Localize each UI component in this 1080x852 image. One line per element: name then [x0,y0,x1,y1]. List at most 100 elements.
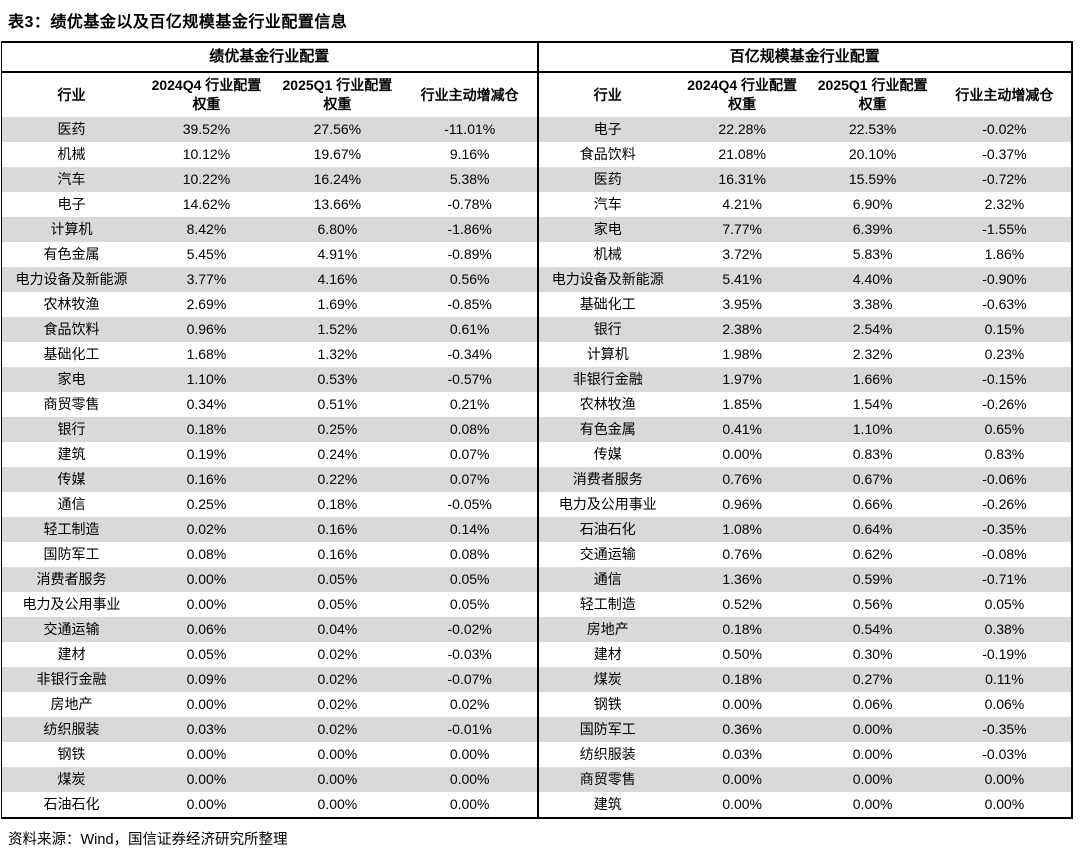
cell-2025q1-weight: 0.00% [852,746,893,762]
cell-2024q4-weight: 8.42% [186,221,227,237]
cell-2024q4-weight: 0.00% [186,571,227,587]
cell-2024q4-weight: 5.41% [722,271,763,287]
cell-2024q4-weight: 0.18% [722,671,763,687]
cell-2024q4-weight: 0.00% [186,796,227,812]
cell-2024q4-weight: 0.03% [186,721,227,737]
table-row: 机械 3.72% 5.83% 1.86% [539,242,1072,267]
cell-industry: 纺织服装 [43,721,100,737]
cell-2024q4-weight: 0.52% [722,596,763,612]
cell-active-change: -0.08% [982,546,1027,562]
cell-2024q4-weight: 0.08% [186,546,227,562]
table-row: 通信 0.25% 0.18% -0.05% [2,492,537,517]
cell-industry: 农林牧渔 [43,296,100,312]
cell-2024q4-weight: 22.28% [718,121,766,137]
table-row: 农林牧渔 1.85% 1.54% -0.26% [539,392,1072,417]
cell-2024q4-weight: 14.62% [182,196,231,212]
cell-active-change: 0.05% [449,571,490,587]
cell-industry: 国防军工 [579,721,636,737]
table-row: 基础化工 1.68% 1.32% -0.34% [2,342,537,367]
cell-2025q1-weight: 0.51% [317,396,358,412]
cell-2025q1-weight: 1.69% [317,296,358,312]
cell-active-change: -0.19% [982,646,1027,662]
cell-2025q1-weight: 0.24% [317,446,358,462]
cell-active-change: -0.26% [982,496,1027,512]
cell-2024q4-weight: 3.72% [722,246,763,262]
cell-2024q4-weight: 0.05% [186,646,227,662]
cell-active-change: 0.00% [449,771,490,787]
cell-2024q4-weight: 7.77% [722,221,763,237]
cell-industry: 传媒 [57,471,86,487]
column-header-industry: 行业 [57,86,86,103]
table-row: 石油石化 0.00% 0.00% 0.00% [2,792,537,817]
cell-industry: 建材 [593,646,622,662]
cell-active-change: 0.07% [449,471,490,487]
column-header-2025q1-weight: 2025Q1 行业配置 权重 [817,77,928,112]
cell-active-change: -1.86% [447,221,492,237]
cell-active-change: 0.00% [449,796,490,812]
cell-2024q4-weight: 0.00% [186,596,227,612]
cell-2025q1-weight: 4.16% [317,271,358,287]
cell-2024q4-weight: 0.02% [186,521,227,537]
table-row: 电子 14.62% 13.66% -0.78% [2,192,537,217]
cell-2024q4-weight: 39.52% [182,121,231,137]
cell-industry: 国防军工 [43,546,100,562]
cell-industry: 有色金属 [579,421,636,437]
cell-2024q4-weight: 0.00% [722,696,763,712]
cell-active-change: 0.06% [984,696,1025,712]
cell-active-change: -0.78% [447,196,492,212]
table-billion-scale-funds: 行业 2024Q4 行业配置 权重 2025Q1 行业配置 权重 行业主动增减仓 电子… [538,73,1072,817]
cell-2024q4-weight: 0.96% [186,321,227,337]
cell-industry: 机械 [57,146,86,162]
cell-2024q4-weight: 3.95% [722,296,763,312]
cell-active-change: -0.71% [982,571,1027,587]
cell-industry: 医药 [57,121,86,137]
column-header-row: 行业 2024Q4 行业配置 权重 2025Q1 行业配置 权重 行业主动增减仓 [2,73,537,117]
cell-active-change: 0.00% [449,746,490,762]
cell-2024q4-weight: 0.18% [186,421,227,437]
cell-active-change: 0.56% [449,271,490,287]
cell-active-change: -0.03% [982,746,1027,762]
cell-2024q4-weight: 0.00% [722,446,763,462]
column-header-2024q4-weight: 2024Q4 行业配置 权重 [687,77,798,112]
group-header-row: 绩优基金行业配置 百亿规模基金行业配置 [2,43,1071,73]
cell-2025q1-weight: 13.66% [313,196,362,212]
table-row: 纺织服装 0.03% 0.02% -0.01% [2,717,537,742]
cell-active-change: 0.08% [449,421,490,437]
cell-2025q1-weight: 0.62% [852,546,893,562]
cell-2025q1-weight: 20.10% [848,146,897,162]
cell-industry: 银行 [593,321,622,337]
cell-active-change: 2.32% [984,196,1025,212]
cell-active-change: -0.02% [447,621,492,637]
cell-active-change: 0.05% [449,596,490,612]
cell-2025q1-weight: 0.27% [852,671,893,687]
table-row: 纺织服装 0.03% 0.00% -0.03% [539,742,1072,767]
outperforming-funds-half: 行业 2024Q4 行业配置 权重 2025Q1 行业配置 权重 行业主动增减仓 医药… [2,73,537,817]
table-outperforming-funds: 行业 2024Q4 行业配置 权重 2025Q1 行业配置 权重 行业主动增减仓 医药… [2,73,537,817]
cell-2025q1-weight: 0.25% [317,421,358,437]
cell-active-change: -0.06% [982,471,1027,487]
group-header-outperforming-funds: 绩优基金行业配置 [209,48,330,65]
cell-active-change: 0.38% [984,621,1025,637]
cell-industry: 食品饮料 [579,146,636,162]
table-row: 家电 1.10% 0.53% -0.57% [2,367,537,392]
table-row: 通信 1.36% 0.59% -0.71% [538,567,1071,592]
cell-active-change: 0.08% [449,546,490,562]
cell-active-change: -0.05% [447,496,492,512]
cell-2025q1-weight: 0.83% [852,446,893,462]
table-row: 煤炭 0.18% 0.27% 0.11% [538,667,1071,692]
table-row: 基础化工 3.95% 3.38% -0.63% [539,292,1072,317]
cell-2024q4-weight: 0.09% [186,671,227,687]
cell-active-change: 0.14% [449,521,490,537]
source-note: 资料来源：Wind，国信证券经济研究所整理 [8,832,288,848]
cell-2024q4-weight: 0.41% [722,421,763,437]
cell-active-change: -0.07% [447,671,492,687]
cell-2025q1-weight: 1.32% [317,346,358,362]
table-row: 电力设备及新能源 3.77% 4.16% 0.56% [2,267,537,292]
cell-2025q1-weight: 1.66% [852,371,893,387]
cell-2025q1-weight: 22.53% [848,121,897,137]
cell-2024q4-weight: 2.38% [722,321,763,337]
table-row: 传媒 0.16% 0.22% 0.07% [2,467,537,492]
table-row: 汽车 4.21% 6.90% 2.32% [539,192,1072,217]
fund-allocation-table: 绩优基金行业配置 百亿规模基金行业配置 行业 2024Q4 行业配置 权重 2025… [1,41,1073,819]
cell-industry: 食品饮料 [43,321,100,337]
